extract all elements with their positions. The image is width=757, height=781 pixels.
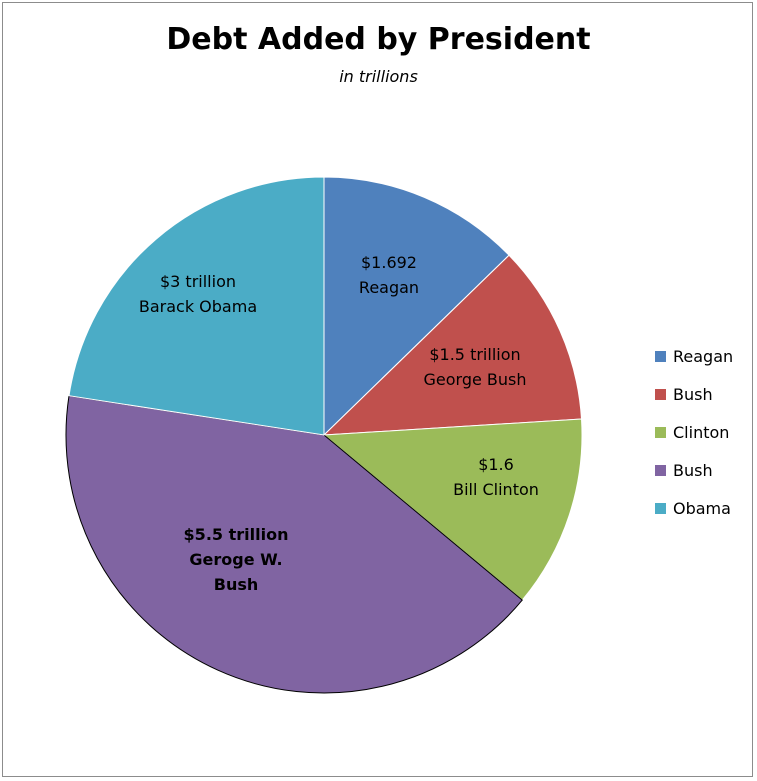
slice-label-1: $1.5 trillion George Bush xyxy=(423,345,526,389)
legend-swatch xyxy=(655,351,666,362)
pie-slice-obama-4 xyxy=(68,176,325,436)
legend-label: Reagan xyxy=(673,347,734,366)
chart-subtitle: in trillions xyxy=(339,67,418,86)
slice-label-line: Barack Obama xyxy=(139,297,257,316)
legend-swatch xyxy=(655,427,666,438)
legend-label: Bush xyxy=(673,461,713,480)
slice-label-line: $1.5 trillion xyxy=(429,345,520,364)
slice-label-line: $5.5 trillion xyxy=(184,525,289,544)
slice-label-line: $3 trillion xyxy=(160,272,236,291)
pie-slice-bush-3 xyxy=(65,395,523,694)
slice-label-line: $1.6 xyxy=(478,455,514,474)
legend-item-bush-3: Bush xyxy=(655,460,755,498)
slice-label-0: $1.692 Reagan xyxy=(359,253,419,297)
legend-swatch xyxy=(655,503,666,514)
legend-item-obama-4: Obama xyxy=(655,498,755,536)
slice-label-line: Reagan xyxy=(359,278,419,297)
pie-slice-clinton-2 xyxy=(322,418,583,601)
legend-item-clinton-2: Clinton xyxy=(655,422,755,460)
legend-label: Clinton xyxy=(673,423,730,442)
legend-item-bush-1: Bush xyxy=(655,384,755,422)
legend-label: Bush xyxy=(673,385,713,404)
legend-label: Obama xyxy=(673,499,731,518)
pie-slice-bush-1 xyxy=(322,254,583,436)
slice-label-3: $5.5 trillion Geroge W. Bush xyxy=(184,525,289,594)
slice-label-2: $1.6 Bill Clinton xyxy=(453,455,539,499)
slice-label-line: Bill Clinton xyxy=(453,480,539,499)
slice-label-line: Geroge W. xyxy=(189,550,282,569)
chart-legend: Reagan Bush Clinton Bush Obama xyxy=(655,346,755,536)
slice-label-line: $1.692 xyxy=(361,253,417,272)
chart-title: Debt Added by President xyxy=(166,22,591,57)
slice-label-line: Bush xyxy=(214,575,259,594)
slice-label-4: $3 trillion Barack Obama xyxy=(139,272,257,316)
legend-swatch xyxy=(655,465,666,476)
slice-label-line: George Bush xyxy=(423,370,526,389)
legend-swatch xyxy=(655,389,666,400)
pie-slice-reagan-0 xyxy=(323,176,510,437)
legend-item-reagan-0: Reagan xyxy=(655,346,755,384)
